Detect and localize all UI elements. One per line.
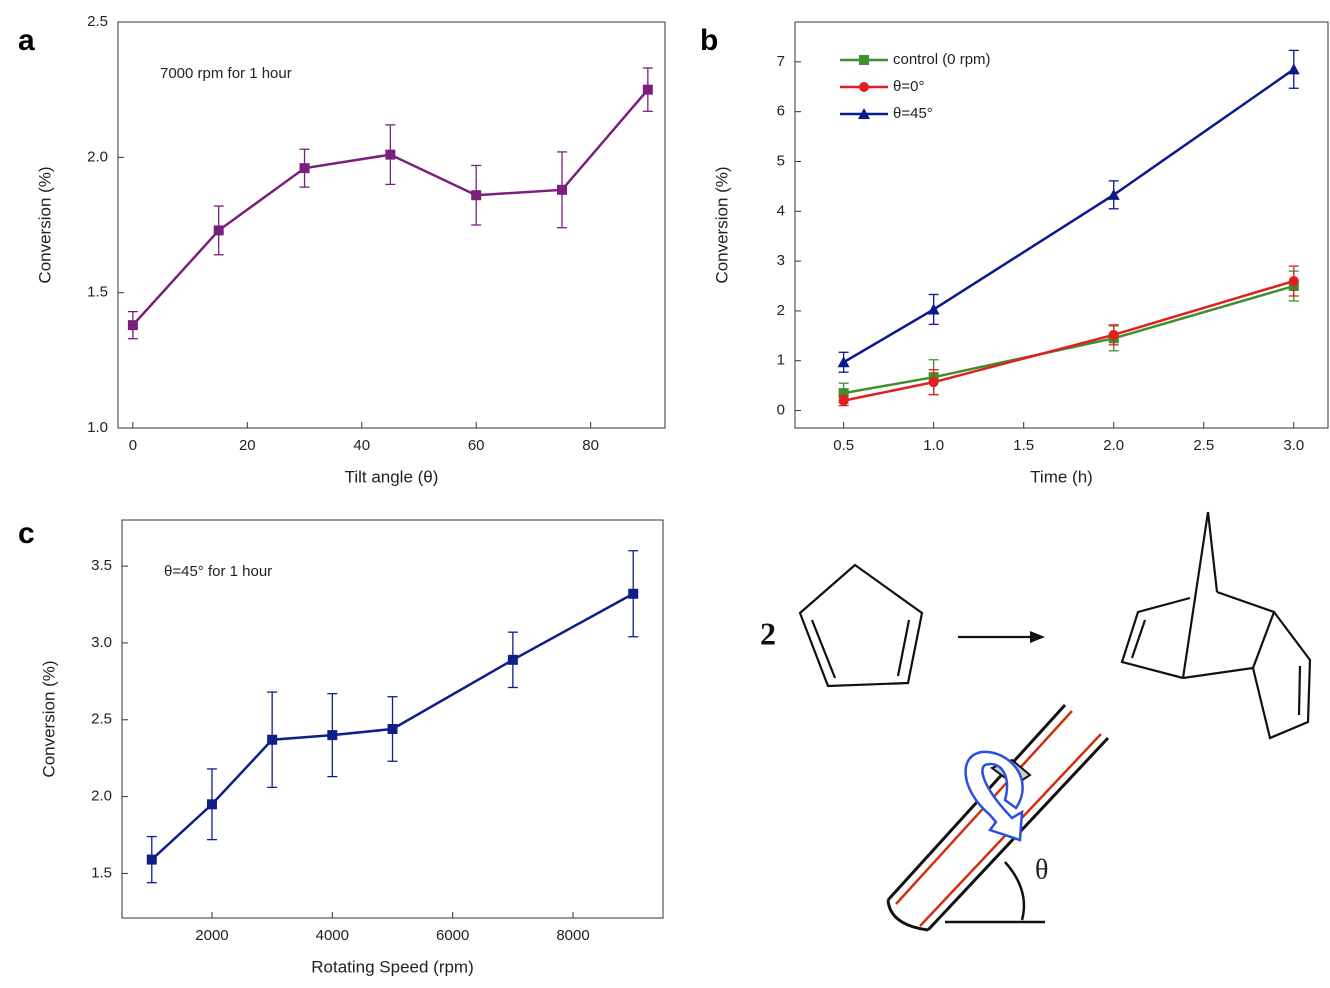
y-tick-label: 7 (777, 53, 785, 70)
legend-label: control (0 rpm) (893, 51, 991, 68)
y-tick-label: 2.0 (87, 148, 108, 165)
x-tick-label: 4000 (316, 927, 349, 944)
marker (267, 734, 278, 745)
marker (927, 303, 940, 315)
y-tick-label: 1.5 (91, 864, 112, 881)
y-tick-label: 2.0 (91, 788, 112, 805)
y-tick-label: 4 (777, 202, 785, 219)
x-tick-label: 8000 (556, 927, 589, 944)
coefficient: 2 (760, 615, 776, 651)
y-axis-label: Conversion (%) (712, 166, 731, 283)
y-tick-label: 2.5 (91, 711, 112, 728)
marker (642, 84, 653, 95)
marker (206, 799, 217, 810)
y-axis-label: Conversion (%) (39, 660, 58, 777)
marker (859, 82, 869, 92)
marker (385, 149, 396, 160)
y-tick-label: 3 (777, 252, 785, 269)
tube-end (886, 899, 929, 932)
plot-frame (117, 21, 666, 429)
marker (387, 723, 398, 734)
x-tick-label: 6000 (436, 927, 469, 944)
marker (471, 190, 482, 201)
marker (1288, 276, 1299, 287)
tube-diagram: θ (886, 703, 1110, 932)
y-tick-label: 3.5 (91, 557, 112, 574)
angle-arc (1004, 861, 1026, 921)
marker (1287, 63, 1300, 75)
panel-label: a (18, 24, 35, 57)
y-tick-label: 1.0 (87, 419, 108, 436)
y-tick-label: 1 (777, 352, 785, 369)
double-bond (810, 619, 837, 679)
y-tick-label: 0 (777, 402, 785, 419)
x-tick-label: 20 (239, 437, 256, 454)
marker (557, 184, 568, 195)
marker (213, 225, 224, 236)
x-tick-label: 1.5 (1013, 437, 1034, 454)
arrow-head (1030, 631, 1045, 643)
y-tick-label: 6 (777, 103, 785, 120)
marker (1108, 329, 1119, 340)
y-axis-label: Conversion (%) (35, 166, 54, 283)
marker (299, 163, 310, 174)
y-tick-label: 2.5 (87, 13, 108, 30)
annotation: θ=45° for 1 hour (164, 563, 272, 580)
panel-label: b (700, 24, 718, 57)
x-tick-label: 3.0 (1283, 437, 1304, 454)
y-tick-label: 2 (777, 302, 785, 319)
x-tick-label: 2.5 (1193, 437, 1214, 454)
double-bond (896, 619, 911, 677)
x-tick-label: 2000 (195, 927, 228, 944)
y-tick-label: 1.5 (87, 284, 108, 301)
x-tick-label: 1.0 (923, 437, 944, 454)
x-tick-label: 0 (129, 437, 137, 454)
legend-label: θ=0° (893, 78, 924, 95)
angle-label: θ (1035, 854, 1048, 885)
marker (327, 730, 338, 741)
marker (507, 654, 518, 665)
marker (837, 356, 850, 368)
reaction-diagram: 2 (760, 511, 1312, 740)
marker (628, 588, 639, 599)
x-tick-label: 40 (353, 437, 370, 454)
x-tick-label: 80 (582, 437, 599, 454)
double-bond (1297, 665, 1302, 716)
panel-label: c (18, 517, 35, 550)
x-tick-label: 0.5 (833, 437, 854, 454)
series-line (842, 68, 1295, 364)
marker (928, 377, 939, 388)
x-tick-label: 2.0 (1103, 437, 1124, 454)
y-tick-label: 3.0 (91, 634, 112, 651)
dicyclopentadiene (1120, 511, 1312, 740)
marker (146, 854, 157, 865)
marker (858, 108, 870, 119)
rotation-arrow (964, 750, 1024, 842)
x-axis-label: Tilt angle (θ) (345, 467, 439, 486)
y-tick-label: 5 (777, 152, 785, 169)
x-tick-label: 60 (468, 437, 485, 454)
double-bond (1130, 619, 1147, 659)
cyclopentadiene (798, 563, 924, 688)
series-line (843, 279, 1295, 402)
x-axis-label: Time (h) (1030, 467, 1093, 486)
marker (838, 388, 849, 399)
marker (859, 55, 869, 65)
marker (838, 395, 849, 406)
annotation: 7000 rpm for 1 hour (160, 65, 292, 82)
marker (1107, 188, 1120, 200)
legend-label: θ=45° (893, 105, 933, 122)
plot-frame (794, 21, 1329, 429)
plot-frame (121, 519, 664, 919)
marker (127, 320, 138, 331)
x-axis-label: Rotating Speed (rpm) (311, 957, 474, 976)
